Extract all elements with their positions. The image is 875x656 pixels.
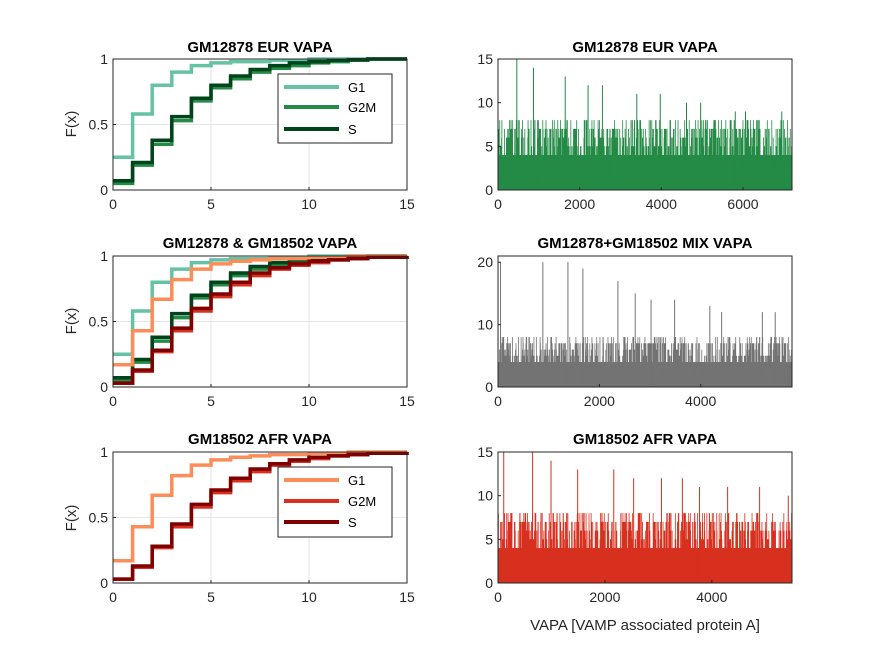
x-tick-label: 0 <box>494 196 502 212</box>
legend-label-g2m: G2M <box>348 494 376 509</box>
ecdf-line-g1 <box>113 450 407 563</box>
y-tick-label: 1 <box>100 51 108 67</box>
x-tick-label: 5 <box>207 393 215 409</box>
panel-title: GM12878 & GM18502 VAPA <box>163 235 358 252</box>
legend-label-g1: G1 <box>348 80 365 95</box>
x-tick-label: 4000 <box>685 393 716 409</box>
x-tick-label: 6000 <box>727 196 758 212</box>
panel-title: GM18502 AFR VAPA <box>188 431 332 448</box>
y-axis-label: F(x) <box>63 111 80 138</box>
panel-title: GM12878 EUR VAPA <box>572 39 717 56</box>
x-tick-label: 2000 <box>589 589 620 605</box>
x-tick-label: 4000 <box>696 589 727 605</box>
y-tick-label: 10 <box>477 95 493 111</box>
y-tick-label: 0.5 <box>89 117 109 133</box>
x-tick-label: 15 <box>399 393 415 409</box>
y-tick-label: 15 <box>477 444 493 460</box>
x-tick-label: 4000 <box>646 196 677 212</box>
y-tick-label: 0 <box>485 575 493 591</box>
x-axis-label: VAPA [VAMP associated protein A] <box>530 617 760 634</box>
panel-title: GM12878 EUR VAPA <box>187 39 332 56</box>
y-tick-label: 5 <box>485 531 493 547</box>
x-tick-label: 10 <box>301 196 317 212</box>
y-tick-label: 10 <box>477 317 493 333</box>
panel-ecdf-eur: GM12878 EUR VAPA F(x) 0 5 10 15 0 0.5 1 G1 G2M… <box>63 39 415 212</box>
x-tick-label: 5 <box>207 589 215 605</box>
legend-label-g1: G1 <box>348 473 365 488</box>
x-tick-label: 0 <box>109 393 117 409</box>
y-tick-label: 0.5 <box>89 510 109 526</box>
x-tick-label: 10 <box>301 589 317 605</box>
y-tick-label: 10 <box>477 488 493 504</box>
x-tick-label: 0 <box>494 589 502 605</box>
y-tick-label: 0 <box>100 182 108 198</box>
x-tick-label: 0 <box>109 589 117 605</box>
y-tick-label: 5 <box>485 138 493 154</box>
legend: G1 G2M S <box>277 466 393 538</box>
y-tick-label: 1 <box>100 444 108 460</box>
ecdf-line-s <box>113 57 407 183</box>
y-tick-label: 0 <box>100 379 108 395</box>
panel-bars-eur: GM12878 EUR VAPA 0 2000 4000 6000 0 5 10 15 <box>477 39 793 212</box>
x-tick-label: 2000 <box>564 196 595 212</box>
y-axis-label: F(x) <box>63 308 80 335</box>
ecdf-line-series-5 <box>113 255 409 385</box>
panel-bars-afr: GM18502 AFR VAPA 0 2000 4000 0 5 10 15 VAPA [V… <box>477 431 793 634</box>
y-tick-label: 15 <box>477 51 493 67</box>
y-tick-label: 0 <box>485 379 493 395</box>
y-tick-label: 0 <box>100 575 108 591</box>
x-tick-label: 0 <box>494 393 502 409</box>
panel-ecdf-mix: GM12878 & GM18502 VAPA F(x) 0 5 10 15 0 0.5 1 <box>63 235 415 409</box>
panel-bars-mix: GM12878+GM18502 MIX VAPA 0 2000 4000 0 10 20 <box>477 235 793 409</box>
legend-label-s: S <box>348 515 357 530</box>
y-tick-label: 1 <box>100 248 108 264</box>
ecdf-line-g1 <box>113 57 407 160</box>
panel-title: GM18502 AFR VAPA <box>573 431 717 448</box>
y-axis-label: F(x) <box>63 505 80 532</box>
x-tick-label: 5 <box>207 196 215 212</box>
x-tick-label: 0 <box>109 196 117 212</box>
x-tick-label: 15 <box>399 589 415 605</box>
legend: G1 G2M S <box>277 73 393 144</box>
legend-label-g2m: G2M <box>348 100 376 115</box>
y-tick-label: 0 <box>485 182 493 198</box>
x-tick-label: 2000 <box>584 393 615 409</box>
y-tick-label: 20 <box>477 254 493 270</box>
panel-title: GM12878+GM18502 MIX VAPA <box>538 235 753 252</box>
panel-ecdf-afr: GM18502 AFR VAPA F(x) 0 5 10 15 0 0.5 1 G1 G2M… <box>63 431 415 605</box>
legend-label-s: S <box>348 122 357 137</box>
x-tick-label: 15 <box>399 196 415 212</box>
x-tick-label: 10 <box>301 393 317 409</box>
ecdf-line-series-3 <box>113 254 407 367</box>
ecdf-line-s <box>113 451 409 581</box>
y-tick-label: 0.5 <box>89 314 109 330</box>
